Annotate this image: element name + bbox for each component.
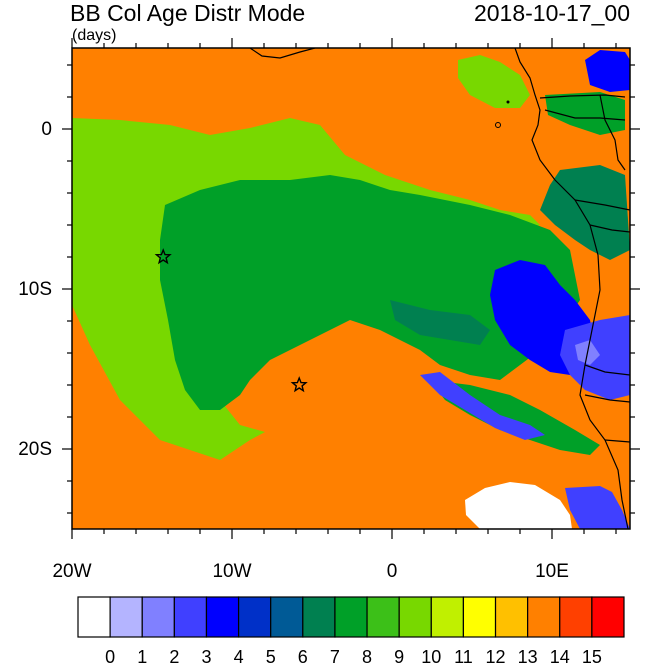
colorbar-label: 9: [394, 647, 405, 667]
colorbar-swatch: [109, 596, 143, 638]
colorbar-label: 1: [137, 647, 148, 667]
colorbar-swatch: [237, 596, 272, 638]
colorbar-swatch: [270, 596, 304, 638]
field-blue-filament: [420, 372, 545, 440]
map-title: BB Col Age Distr Mode: [70, 0, 306, 26]
colorbar-swatch: [334, 596, 368, 638]
map-markers: [154, 248, 308, 393]
x-label-20w: 20W: [52, 561, 92, 582]
colorbar-swatch: [205, 596, 240, 638]
colorbar-swatch: [430, 596, 465, 638]
colorbar-label: 15: [581, 647, 602, 667]
colorbar-label: 12: [485, 647, 506, 667]
colorbar-swatch: [302, 596, 336, 638]
colorbar-swatch: [366, 596, 400, 638]
field-blue-corner: [565, 486, 630, 529]
field-dark-green: [540, 165, 630, 260]
colorbar-swatch: [494, 596, 529, 638]
colorbar-swatch: [527, 596, 561, 638]
colorbar-label: 10: [421, 647, 442, 667]
axis-ticks: [62, 38, 640, 539]
colorbar-swatch: [398, 596, 432, 638]
colorbar-swatch: [173, 596, 208, 638]
colorbar-swatch: [591, 596, 625, 638]
colorbar-swatch: [559, 596, 593, 638]
x-label-0: 0: [386, 561, 398, 582]
coastline: [249, 48, 630, 529]
colorbar-label: 3: [201, 647, 212, 667]
colorbar-label: 8: [362, 647, 373, 667]
field-dark-green-inner: [390, 300, 490, 345]
colorbar-label: 6: [297, 647, 308, 667]
y-label-0: 0: [41, 119, 52, 140]
colorbar-label: 4: [233, 647, 244, 667]
colorbar-label: 11: [454, 647, 473, 667]
field-green-coast: [545, 92, 625, 135]
colorbar-label: 14: [549, 647, 570, 667]
field-blue-north: [585, 50, 630, 92]
field-light-green-north: [458, 55, 530, 108]
map-units: (days): [72, 27, 117, 44]
y-label-10s: 10S: [18, 279, 52, 300]
field-white-patch: [465, 482, 572, 529]
colorbar: [77, 596, 625, 638]
star-marker-south: [290, 376, 308, 393]
colorbar-swatch: [462, 596, 497, 638]
map-date: 2018-10-17_00: [473, 0, 630, 26]
colorbar-swatch: [141, 596, 175, 638]
colorbar-label: 2: [169, 647, 180, 667]
star-marker-west: [154, 248, 172, 265]
x-label-10w: 10W: [212, 561, 252, 582]
colorbar-label: 0: [105, 647, 116, 667]
colorbar-label: 7: [329, 647, 340, 667]
map-field: [72, 48, 630, 529]
colorbar-label: 13: [517, 647, 538, 667]
x-label-10e: 10E: [535, 561, 569, 582]
y-label-20s: 20S: [18, 439, 52, 460]
colorbar-swatch: [77, 596, 111, 638]
colorbar-label: 5: [265, 647, 276, 667]
field-green: [160, 175, 580, 410]
